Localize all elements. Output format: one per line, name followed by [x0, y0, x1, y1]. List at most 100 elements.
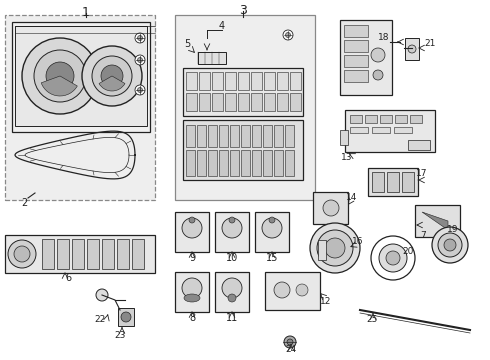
- Circle shape: [310, 223, 360, 273]
- Circle shape: [96, 289, 108, 301]
- Text: 17: 17: [416, 170, 428, 179]
- Circle shape: [286, 32, 291, 37]
- Text: 24: 24: [285, 346, 296, 355]
- Text: 16: 16: [352, 238, 364, 247]
- Bar: [387, 172, 399, 192]
- Bar: [368, 168, 418, 196]
- Wedge shape: [99, 76, 125, 91]
- Bar: [186, 72, 197, 90]
- Circle shape: [138, 36, 143, 40]
- Circle shape: [135, 85, 145, 95]
- Bar: [402, 172, 414, 192]
- Circle shape: [46, 62, 74, 90]
- Bar: [252, 125, 261, 147]
- Bar: [175, 272, 209, 312]
- Circle shape: [14, 246, 30, 262]
- Circle shape: [182, 218, 202, 238]
- Bar: [87, 239, 99, 269]
- Circle shape: [121, 312, 131, 322]
- Bar: [118, 308, 134, 326]
- Bar: [199, 93, 210, 111]
- Bar: [277, 93, 288, 111]
- Bar: [42, 239, 54, 269]
- Bar: [225, 93, 236, 111]
- Circle shape: [296, 284, 308, 296]
- Text: 14: 14: [346, 194, 358, 202]
- Text: 19: 19: [447, 225, 459, 234]
- Bar: [225, 72, 236, 90]
- Circle shape: [262, 218, 282, 238]
- Bar: [238, 93, 249, 111]
- Wedge shape: [41, 76, 77, 96]
- Circle shape: [8, 240, 36, 268]
- Text: 21: 21: [424, 40, 436, 49]
- Bar: [350, 127, 368, 133]
- Bar: [230, 150, 239, 176]
- Circle shape: [138, 87, 143, 93]
- Circle shape: [135, 55, 145, 65]
- Text: 5: 5: [184, 39, 190, 49]
- Bar: [199, 72, 210, 90]
- Text: 20: 20: [402, 248, 414, 256]
- Bar: [102, 239, 114, 269]
- Bar: [372, 127, 390, 133]
- Circle shape: [317, 230, 353, 266]
- Bar: [238, 72, 249, 90]
- Text: 13: 13: [341, 153, 352, 162]
- Bar: [405, 38, 419, 60]
- Circle shape: [101, 65, 123, 87]
- Bar: [410, 115, 422, 123]
- Circle shape: [269, 217, 275, 223]
- Bar: [395, 115, 407, 123]
- Text: 1: 1: [82, 5, 90, 18]
- Text: 4: 4: [219, 21, 225, 31]
- Text: 2: 2: [21, 198, 27, 208]
- Bar: [208, 125, 217, 147]
- Bar: [183, 68, 303, 116]
- Bar: [186, 93, 197, 111]
- Bar: [5, 15, 155, 200]
- Bar: [264, 93, 275, 111]
- Text: 7: 7: [420, 230, 426, 239]
- Circle shape: [379, 244, 407, 272]
- Text: 3: 3: [239, 4, 247, 17]
- Bar: [219, 150, 228, 176]
- Bar: [345, 110, 435, 152]
- Bar: [215, 272, 249, 312]
- Circle shape: [438, 233, 462, 257]
- Bar: [340, 20, 392, 95]
- Circle shape: [92, 56, 132, 96]
- Circle shape: [371, 48, 385, 62]
- Bar: [186, 125, 195, 147]
- Circle shape: [325, 238, 345, 258]
- Text: 15: 15: [266, 253, 278, 263]
- Circle shape: [229, 217, 235, 223]
- Text: 8: 8: [189, 313, 195, 323]
- Text: 23: 23: [114, 330, 126, 339]
- Bar: [12, 22, 150, 132]
- Circle shape: [34, 50, 86, 102]
- Circle shape: [408, 45, 416, 53]
- Bar: [117, 239, 129, 269]
- Circle shape: [135, 33, 145, 43]
- Bar: [215, 212, 249, 252]
- Bar: [415, 205, 460, 237]
- Bar: [251, 72, 262, 90]
- Bar: [219, 125, 228, 147]
- Bar: [15, 26, 147, 126]
- Bar: [313, 192, 348, 224]
- Bar: [350, 115, 362, 123]
- Circle shape: [283, 30, 293, 40]
- Circle shape: [222, 218, 242, 238]
- Circle shape: [371, 236, 415, 280]
- Text: 18: 18: [378, 33, 390, 42]
- Bar: [132, 239, 144, 269]
- Bar: [290, 93, 301, 111]
- Bar: [183, 120, 303, 180]
- Bar: [263, 125, 272, 147]
- Bar: [252, 150, 261, 176]
- Bar: [197, 150, 206, 176]
- Circle shape: [287, 339, 293, 345]
- Circle shape: [138, 58, 143, 63]
- Bar: [175, 15, 315, 200]
